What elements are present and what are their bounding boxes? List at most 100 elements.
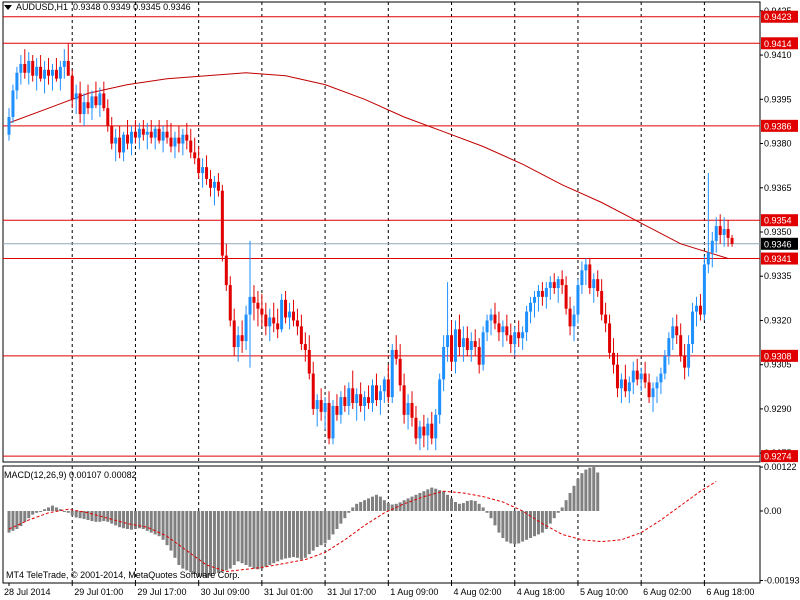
macd-bar [50, 505, 54, 511]
macd-bar [457, 503, 461, 511]
candle-body [647, 382, 651, 398]
macd-bar [501, 511, 505, 538]
macd-bar [288, 511, 292, 558]
candle-body [532, 296, 536, 303]
macd-bar [351, 507, 355, 511]
macd-bar [359, 502, 363, 511]
candle-body [422, 426, 426, 436]
macd-bar [236, 511, 240, 562]
candle-body [659, 373, 663, 383]
macd-bar [548, 511, 552, 524]
macd-bar [157, 511, 161, 537]
candle-body [398, 358, 402, 386]
y-tick-label: 0.9380 [764, 139, 792, 149]
candle-body [635, 370, 639, 380]
candle-body [363, 397, 367, 406]
candle-body [568, 308, 572, 327]
copyright-notice: MT4 TeleTrade, © 2001-2014, MetaQuotes S… [6, 570, 240, 580]
candle-body [82, 102, 86, 115]
macd-bar [489, 511, 493, 519]
candle-body [418, 426, 422, 439]
candle-body [386, 379, 390, 398]
candle-body [481, 332, 485, 365]
y-tick-label: 0.9410 [764, 50, 792, 60]
chart-header[interactable]: AUDUSD,H1 0.9348 0.9349 0.9345 0.9346 [4, 2, 191, 12]
macd-bar [201, 511, 205, 577]
candle-body [23, 63, 27, 73]
macd-bar [122, 511, 126, 529]
candle-body [102, 93, 106, 109]
candle-body [378, 391, 382, 401]
candle-body [402, 385, 406, 415]
candle-body [11, 90, 15, 117]
candle-body [323, 403, 327, 412]
macd-bar [291, 511, 295, 558]
macd-bar [280, 511, 284, 560]
candle-body [280, 299, 284, 330]
macd-bar [284, 511, 288, 559]
macd-bar [580, 473, 584, 511]
macd-bar [23, 511, 27, 522]
macd-bar [303, 511, 307, 558]
macd-bar [434, 488, 438, 511]
level-label: 0.9308 [764, 351, 792, 361]
candle-body [181, 134, 185, 144]
horizontal-levels[interactable] [3, 16, 760, 457]
macd-bar [572, 485, 576, 511]
level-badge [761, 214, 798, 227]
macd-bar [165, 511, 169, 546]
candle-body [473, 341, 477, 347]
symbol-timeframe: AUDUSD,H1 [16, 2, 69, 12]
candle-body [556, 279, 560, 289]
candle-body [683, 355, 687, 368]
candle-body [450, 335, 454, 362]
macd-bar [252, 511, 256, 569]
candle-body [212, 181, 216, 188]
macd-bar [560, 507, 564, 511]
macd-bar [193, 511, 197, 574]
candle-body [335, 405, 339, 415]
candle-body [114, 137, 118, 144]
candle-body [615, 364, 619, 389]
candle-body [232, 320, 236, 347]
level-badge [761, 37, 798, 50]
chevron-down-icon[interactable] [4, 5, 12, 11]
chart-frame [2, 1, 761, 584]
candle-body [339, 397, 343, 415]
candle-body [185, 134, 189, 141]
candle-body [600, 290, 604, 315]
candle-body [619, 379, 623, 389]
candle-body [434, 414, 438, 439]
macd-bar [78, 511, 82, 519]
candle-body [702, 264, 706, 315]
macd-bar [244, 511, 248, 565]
macd-bar [327, 511, 331, 540]
candle-body [54, 69, 58, 79]
candle-body [596, 279, 600, 291]
candle-body [244, 314, 248, 342]
macd-bar [133, 511, 137, 529]
macd-bar [66, 511, 70, 513]
candle-body [193, 152, 197, 159]
candle-body [327, 403, 331, 439]
candle-body [39, 66, 43, 79]
candle-body [679, 335, 683, 356]
candle-body [43, 69, 47, 79]
level-label: 0.9341 [764, 254, 792, 264]
macd-bar [588, 467, 592, 511]
candle-body [220, 190, 224, 256]
candle-body [521, 332, 525, 339]
macd-bar [532, 511, 536, 537]
macd-bar [295, 511, 299, 558]
macd-bar [453, 502, 457, 511]
candle-body [240, 335, 244, 342]
macd-bar [260, 511, 264, 569]
level-label: 0.9354 [764, 216, 792, 226]
macd-bar [544, 511, 548, 529]
candle-body [307, 349, 311, 374]
x-tick-label: 6 Aug 18:00 [706, 587, 754, 597]
current-price-label: 0.9346 [764, 239, 792, 249]
candle-body [216, 181, 220, 191]
